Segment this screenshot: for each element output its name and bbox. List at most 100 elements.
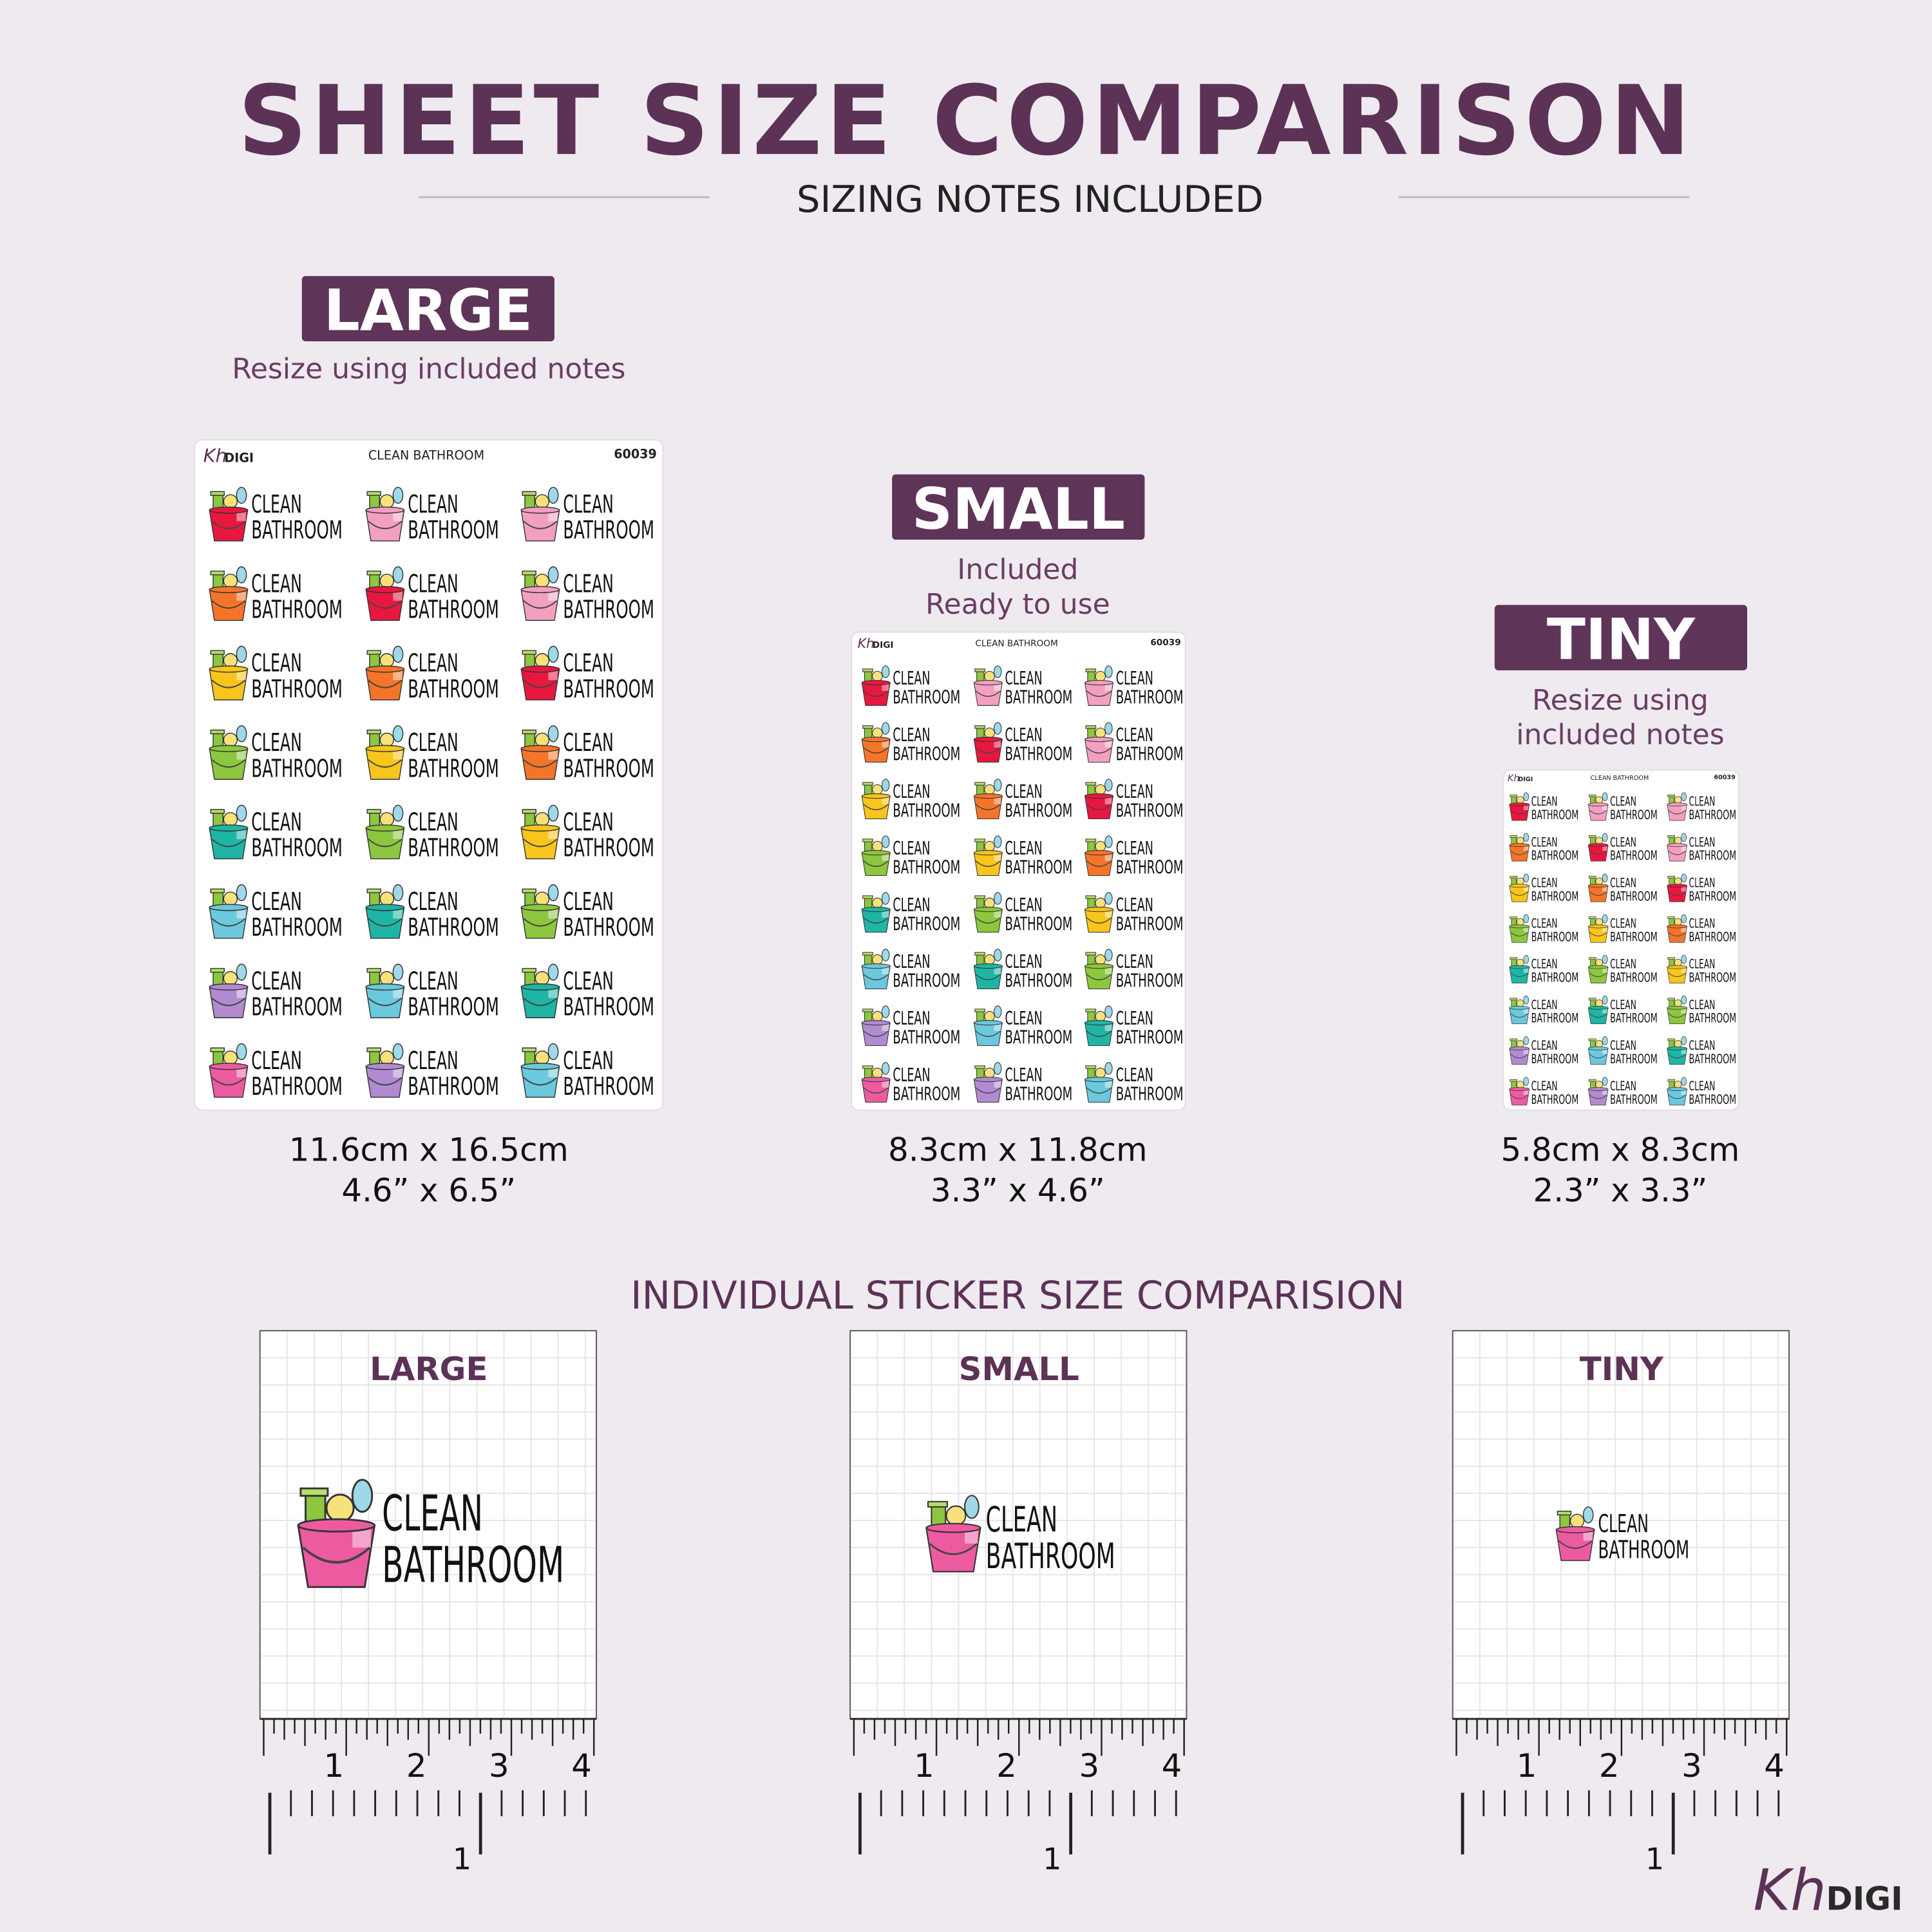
sticker-line-2: BATHROOM xyxy=(1689,1052,1737,1066)
sticker-line-1: CLEAN xyxy=(1531,998,1558,1012)
bucket-rim xyxy=(365,904,405,911)
bucket-rim xyxy=(973,679,1003,686)
sticker-line-1: CLEAN xyxy=(893,724,930,746)
towel xyxy=(994,1077,1001,1088)
sticker-line-1: CLEAN xyxy=(1689,916,1716,931)
bucket-handle xyxy=(863,690,889,697)
bucket-handle xyxy=(863,860,889,867)
brush xyxy=(1523,1036,1530,1045)
bucket-rim xyxy=(520,1063,560,1070)
spray-head xyxy=(210,729,225,735)
sponge xyxy=(379,653,395,668)
sticker-line-1: CLEAN xyxy=(251,808,301,837)
towel xyxy=(1602,884,1607,892)
towel xyxy=(1523,803,1529,811)
sponge xyxy=(379,1050,395,1065)
spray-head xyxy=(522,729,536,735)
spray-head xyxy=(1085,1065,1097,1069)
sheet-name: CLEAN BATHROOM xyxy=(975,638,1057,649)
spray-head xyxy=(210,1047,225,1052)
brush xyxy=(1681,833,1687,842)
brush xyxy=(994,779,1002,791)
sheet-brand: Kh xyxy=(204,444,227,466)
bucket-rim xyxy=(365,1063,405,1070)
sponge xyxy=(1595,958,1604,967)
ruler-inch-label: 3 xyxy=(1681,1747,1702,1785)
ruler-cm-label: 1 xyxy=(453,1841,471,1876)
brush xyxy=(1681,1077,1687,1086)
sticker-line-1: CLEAN xyxy=(1610,794,1636,809)
bucket-handle xyxy=(1589,1054,1607,1059)
bucket-rim xyxy=(973,1020,1003,1026)
spray-head xyxy=(862,782,873,786)
sticker-line-2: BATHROOM xyxy=(1689,971,1737,985)
sponge xyxy=(1516,837,1524,845)
bucket-handle xyxy=(1510,850,1529,855)
bucket-rim xyxy=(520,983,560,991)
sponge xyxy=(223,971,238,986)
bucket-handle xyxy=(975,747,1001,754)
sticker-line-1: CLEAN xyxy=(986,1499,1057,1540)
spray-head xyxy=(210,888,225,893)
sponge xyxy=(1595,1081,1604,1088)
sticker-line-2: BATHROOM xyxy=(1116,914,1184,935)
bucket-handle xyxy=(368,998,402,1007)
sponge xyxy=(379,494,395,509)
sticker-line-2: BATHROOM xyxy=(408,834,499,863)
brush xyxy=(1523,833,1530,842)
bucket-handle xyxy=(1086,804,1112,811)
sticker-line-2: BATHROOM xyxy=(1689,1092,1737,1107)
bucket-rim xyxy=(861,1020,891,1026)
sticker-line-1: CLEAN xyxy=(1531,916,1558,931)
brush xyxy=(881,665,890,678)
bucket-rim xyxy=(365,506,405,514)
bucket-rim xyxy=(861,679,891,686)
towel xyxy=(1602,844,1607,851)
brush xyxy=(994,665,1002,678)
towel xyxy=(882,681,889,691)
ruler-cm-label: 1 xyxy=(1043,1841,1061,1876)
brush xyxy=(881,779,890,791)
spray-head xyxy=(1588,835,1596,838)
spray-head xyxy=(974,1009,985,1012)
towel xyxy=(1523,965,1529,973)
sponge xyxy=(1095,954,1106,965)
bucket-handle xyxy=(1668,810,1686,815)
bucket-rim xyxy=(1587,1087,1609,1091)
brush xyxy=(1104,779,1113,791)
bucket-rim xyxy=(365,665,405,673)
sticker-line-1: CLEAN xyxy=(1005,668,1043,689)
brush xyxy=(547,486,559,504)
bucket-rim xyxy=(520,744,560,752)
bucket-rim xyxy=(209,665,249,673)
sticker-line-2: BATHROOM xyxy=(1116,744,1184,765)
spray-head xyxy=(210,809,225,814)
section-title: INDIVIDUAL STICKER SIZE COMPARISION xyxy=(630,1273,1405,1318)
bucket-rim xyxy=(1587,843,1609,848)
ruler-inch-label: 4 xyxy=(1162,1747,1182,1785)
sponge xyxy=(535,891,550,906)
spray-head xyxy=(1588,876,1596,878)
brush xyxy=(236,725,247,743)
bucket-rim xyxy=(1587,924,1609,929)
spray-head xyxy=(1085,952,1097,956)
brush xyxy=(1582,1506,1594,1524)
sticker-line-2: BATHROOM xyxy=(563,516,654,545)
brush xyxy=(994,1005,1002,1018)
brush xyxy=(1104,949,1113,961)
brush xyxy=(1681,792,1687,802)
sponge xyxy=(1095,1010,1106,1022)
spray-head xyxy=(974,725,985,729)
sticker-line-1: CLEAN xyxy=(1610,957,1636,972)
towel xyxy=(882,851,889,861)
sticker-line-1: CLEAN xyxy=(1005,951,1043,972)
sponge xyxy=(984,1067,995,1079)
ruler-inch-label: 1 xyxy=(1517,1747,1537,1785)
sticker-line-1: CLEAN xyxy=(563,887,613,916)
